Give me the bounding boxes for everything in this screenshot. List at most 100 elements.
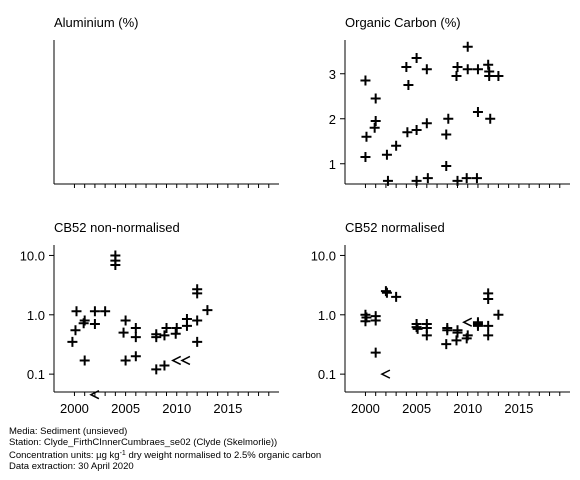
y-tick-label: 10.0 [311,248,336,263]
plus-point [71,306,82,317]
chart-figure: Aluminium (%) Organic Carbon (%) 1 2 3 CB52 n… [20,15,570,416]
plus-point [461,333,472,344]
plus-point [443,113,454,124]
plus-point [421,330,432,341]
plus-point [412,323,423,334]
y-tick-label: 0.1 [27,367,45,382]
plus-point [483,293,494,304]
plus-point [421,64,432,75]
y-tick-label: 0.1 [318,367,336,382]
plus-point [110,260,121,271]
plus-point [89,306,100,317]
plus-point [452,327,463,338]
plus-point [493,71,504,81]
plus-point [462,41,473,52]
plus-point [401,62,412,72]
x-tick-label: 2015 [504,401,533,416]
plus-point [411,322,422,333]
plus-point [130,332,141,343]
plus-point [382,175,393,186]
plus-point [441,129,452,140]
y-tick-label: 1.0 [27,308,45,323]
footer-media: Media: Sediment (unsieved) [9,426,128,437]
plus-point [130,351,141,362]
y-tick-label: 1.0 [318,308,336,323]
plus-point [451,71,462,81]
plus-point [380,286,391,297]
x-tick-label: 2010 [453,401,482,416]
y-tick-label: 2 [329,112,336,127]
plus-point [170,328,181,339]
panel-title: Aluminium (%) [54,15,139,30]
y-tick-label: 3 [329,67,336,82]
plus-point [360,316,371,327]
x-tick-label: 2005 [111,401,140,416]
panel-title: CB52 normalised [345,220,445,235]
plus-point [360,152,371,162]
chart-footer: Media: Sediment (unsieved) Station: Clyd… [9,426,321,472]
less-than-point [171,355,182,366]
plus-point [370,93,381,104]
plus-point [411,125,422,135]
plus-point [462,64,473,75]
plus-point [130,322,141,333]
plus-point [370,116,381,126]
plus-point [100,306,111,317]
plus-point [422,173,433,184]
plus-point [402,127,413,138]
plus-point [411,175,422,186]
x-tick-label: 2010 [162,401,191,416]
plus-point [369,122,380,133]
x-tick-label: 2000 [60,401,89,416]
plus-point [452,175,463,186]
panel-title: CB52 non-normalised [54,220,180,235]
plus-point [79,355,90,366]
plus-point [370,347,381,358]
less-than-point [89,390,100,400]
plus-point [151,364,162,375]
plus-point [483,59,494,70]
less-than-point [380,369,391,379]
plus-point [70,325,81,336]
plus-point [192,288,203,299]
plus-point [484,71,495,81]
plus-point [472,320,483,331]
plus-point [471,173,482,184]
plus-point [381,149,392,160]
y-tick-label: 10.0 [20,248,45,263]
plus-point [192,315,203,326]
plus-point [483,320,494,331]
x-tick-label: 2005 [402,401,431,416]
plus-point [493,309,504,320]
plus-point [159,330,170,341]
plus-point [181,320,192,331]
plus-point [381,287,392,298]
plus-point [442,325,453,336]
plus-point [391,140,402,151]
plus-point [161,322,172,333]
plus-point [461,173,472,184]
plus-point [472,107,483,117]
footer-station: Station: Clyde_FirthCInnerCumbraes_se02 … [9,437,278,448]
plus-point [441,161,452,171]
plus-point [451,335,462,346]
plus-point [67,336,78,347]
plus-point [89,318,100,329]
plus-point [118,327,129,338]
less-than-point [462,317,473,327]
plus-point [411,53,422,63]
y-tick-label: 1 [329,157,336,172]
plus-point [361,131,372,142]
plus-point [483,330,494,341]
plus-point [192,336,203,347]
plus-point [391,291,402,302]
plus-point [171,322,182,333]
x-tick-label: 2000 [351,401,380,416]
plus-point [120,315,131,326]
plus-point [370,315,381,326]
plus-point [441,339,452,350]
plus-point [452,62,463,72]
plus-point [202,305,213,316]
plus-point [472,64,483,75]
plus-point [485,113,496,124]
